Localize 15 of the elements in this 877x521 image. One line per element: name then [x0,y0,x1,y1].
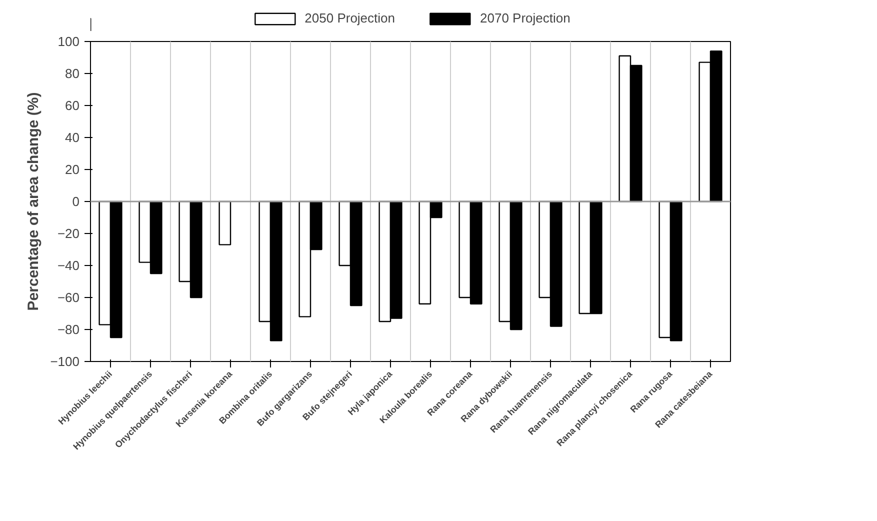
y-tick-label: −40 [57,258,80,273]
y-tick-label: 100 [58,34,80,49]
legend-label: 2070 Projection [480,10,570,26]
y-tick-label: −80 [57,322,80,337]
y-tick-label: 60 [65,98,80,113]
y-tick-label: 0 [72,194,80,209]
bar [218,200,232,246]
y-tick-label: 40 [65,130,80,145]
y-tick-label: −100 [50,354,80,369]
legend-label: 2050 Projection [304,10,395,26]
y-tick-label: 80 [65,66,80,81]
y-tick-label: 20 [65,162,80,177]
y-tick-label: −60 [57,290,80,305]
y-tick-label: −20 [57,226,80,241]
y-axis-title: Percentage of area change (%) [25,92,42,311]
